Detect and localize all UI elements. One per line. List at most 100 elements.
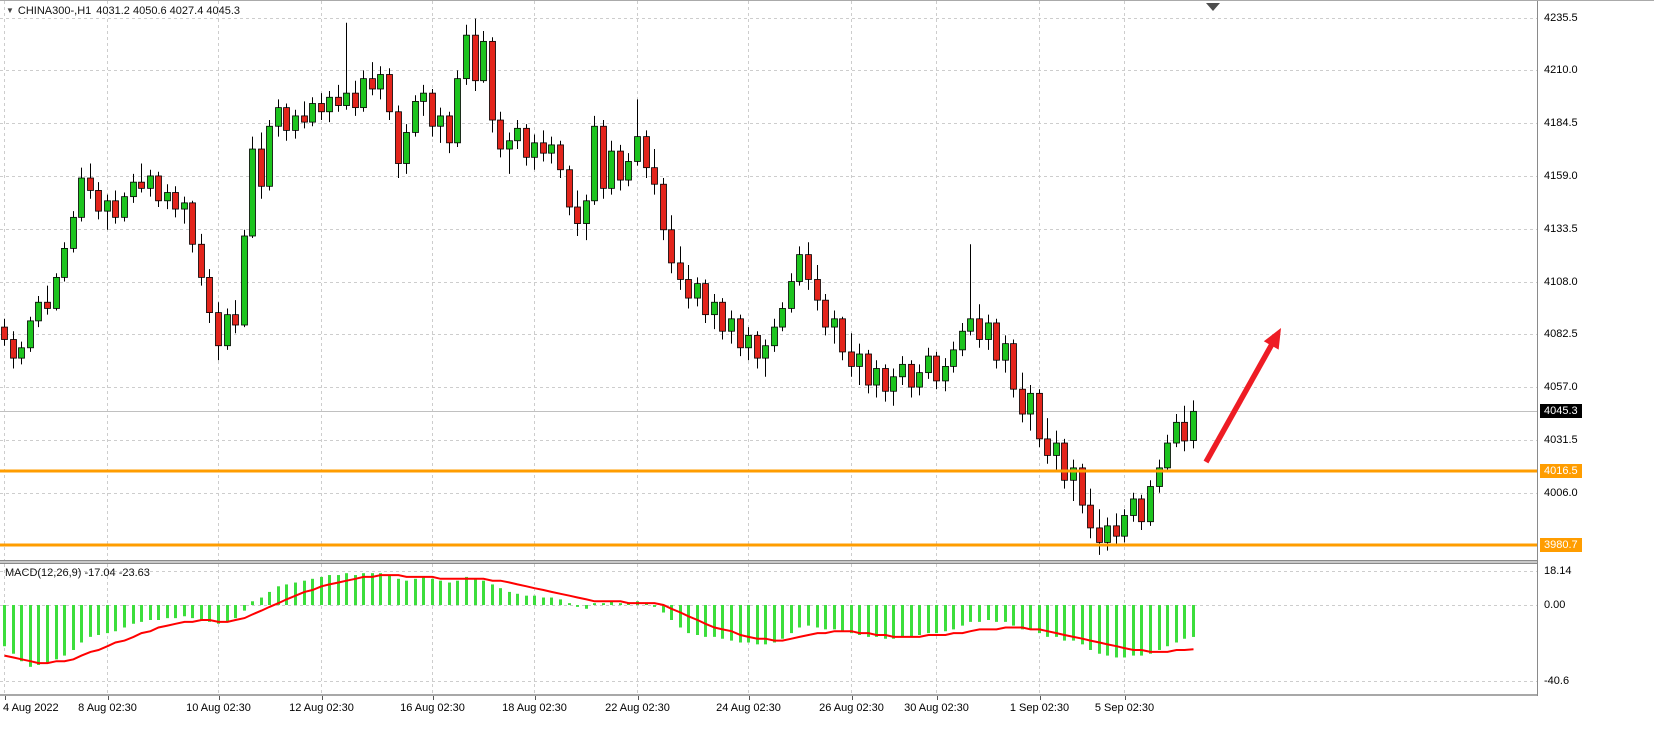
candle-body <box>643 136 650 169</box>
price-axis-label: 4108.0 <box>1544 275 1578 288</box>
candle-body <box>985 322 992 340</box>
candle-body <box>719 301 726 332</box>
candle-body <box>224 314 231 347</box>
candle-body <box>1173 421 1180 444</box>
candle-body <box>181 202 188 210</box>
candle-body <box>1061 442 1068 481</box>
macd-axis-label: 0.00 <box>1544 599 1566 612</box>
candle-body <box>138 181 145 189</box>
candle-body <box>993 322 1000 361</box>
macd-axis-label: -40.6 <box>1544 675 1570 688</box>
candle-body <box>420 92 427 102</box>
ohlc-readout: 4031.2 4050.6 4027.4 4045.3 <box>96 5 241 17</box>
candle-body <box>352 92 359 109</box>
candle-body <box>771 326 778 347</box>
shift-marker-icon[interactable] <box>1206 3 1220 11</box>
candle-body <box>497 119 504 150</box>
candle-body <box>548 144 555 154</box>
candle-body <box>702 283 709 316</box>
price-axis-label: 4006.0 <box>1544 486 1578 499</box>
candle-body <box>959 330 966 351</box>
candle-body <box>1036 392 1043 440</box>
candle-body <box>489 40 496 121</box>
candle-body <box>1087 504 1094 529</box>
candle-body <box>557 144 564 171</box>
candle-body <box>249 148 256 237</box>
candle-body <box>61 248 68 278</box>
candle-body <box>318 103 325 113</box>
candle-body <box>831 318 838 328</box>
time-tickmark <box>534 696 536 700</box>
price-axis[interactable]: 4235.5 4210.0 4184.5 4159.0 4133.5 4108.0 4082… <box>1538 1 1654 696</box>
candle-body <box>360 78 367 109</box>
candle-body <box>1138 498 1145 523</box>
candle-body <box>403 132 410 164</box>
candle-body <box>1096 527 1103 543</box>
candle-body <box>283 107 290 131</box>
candle-body <box>523 127 530 158</box>
candle-body <box>925 355 932 374</box>
macd-time-divider <box>0 694 1654 696</box>
candle-body <box>1044 438 1051 456</box>
candle-body <box>1070 467 1077 481</box>
symbol-dropdown-icon[interactable]: ▼ <box>6 6 14 15</box>
candle-body <box>506 140 513 150</box>
candle-body <box>95 190 102 212</box>
candle-body <box>890 376 897 392</box>
candle-body <box>1053 442 1060 456</box>
candle-body <box>950 349 957 367</box>
price-chart-canvas[interactable] <box>0 1 1537 560</box>
candle-body <box>856 353 863 367</box>
trend-arrow-head[interactable] <box>1263 328 1281 350</box>
symbol-timeframe-label: CHINA300-,H1 <box>17 5 92 17</box>
candle-body <box>215 312 222 347</box>
trend-arrow-shaft[interactable] <box>1203 338 1277 464</box>
time-tickmark <box>432 696 434 700</box>
candle-body <box>899 363 906 378</box>
axis-separator-line <box>1537 1 1538 696</box>
candle-body <box>694 283 701 299</box>
time-tickmark <box>1039 696 1041 700</box>
candle-body <box>130 181 137 198</box>
time-tickmark <box>637 696 639 700</box>
candle-body <box>241 235 248 326</box>
time-axis-label: 24 Aug 02:30 <box>716 702 781 714</box>
macd-indicator-label: MACD(12,26,9) -17.04 -23.63 <box>5 567 150 579</box>
candle-body <box>463 34 470 80</box>
candle-body <box>1104 525 1111 543</box>
price-axis-label: 4082.5 <box>1544 328 1578 341</box>
time-axis[interactable]: 4 Aug 2022 8 Aug 02:30 10 Aug 02:30 12 Aug … <box>0 696 1654 754</box>
chart-symbol-title: ▼ CHINA300-,H1 4031.2 4050.6 4027.4 4045.3 <box>6 5 245 17</box>
candle-body <box>1 326 8 340</box>
time-tickmark <box>4 696 6 700</box>
candle-body <box>27 320 34 349</box>
candle-body <box>728 318 735 332</box>
candle-body <box>882 368 889 392</box>
candle-body <box>266 125 273 187</box>
candle-body <box>967 318 974 332</box>
price-axis-label: 4031.5 <box>1544 433 1578 446</box>
time-tickmark <box>851 696 853 700</box>
candle-body <box>1190 410 1197 441</box>
candle-body <box>668 229 675 264</box>
candle-body <box>335 96 342 106</box>
candle-body <box>429 92 436 127</box>
candle-body <box>1002 343 1009 361</box>
time-axis-label: 16 Aug 02:30 <box>400 702 465 714</box>
panel-divider[interactable] <box>0 560 1654 564</box>
candle-body <box>908 363 915 388</box>
macd-panel-canvas[interactable] <box>0 564 1537 694</box>
time-tickmark <box>936 696 938 700</box>
level-price-badge-upper: 4016.5 <box>1540 463 1582 478</box>
time-tickmark <box>1124 696 1126 700</box>
candle-body <box>566 169 573 208</box>
candle-body <box>104 200 111 212</box>
time-axis-label: 22 Aug 02:30 <box>605 702 670 714</box>
candle-body <box>472 34 479 82</box>
price-axis-label: 4057.0 <box>1544 381 1578 394</box>
time-tickmark <box>748 696 750 700</box>
candle-body <box>292 115 299 131</box>
candle-body <box>916 372 923 388</box>
candle-body <box>660 183 667 231</box>
